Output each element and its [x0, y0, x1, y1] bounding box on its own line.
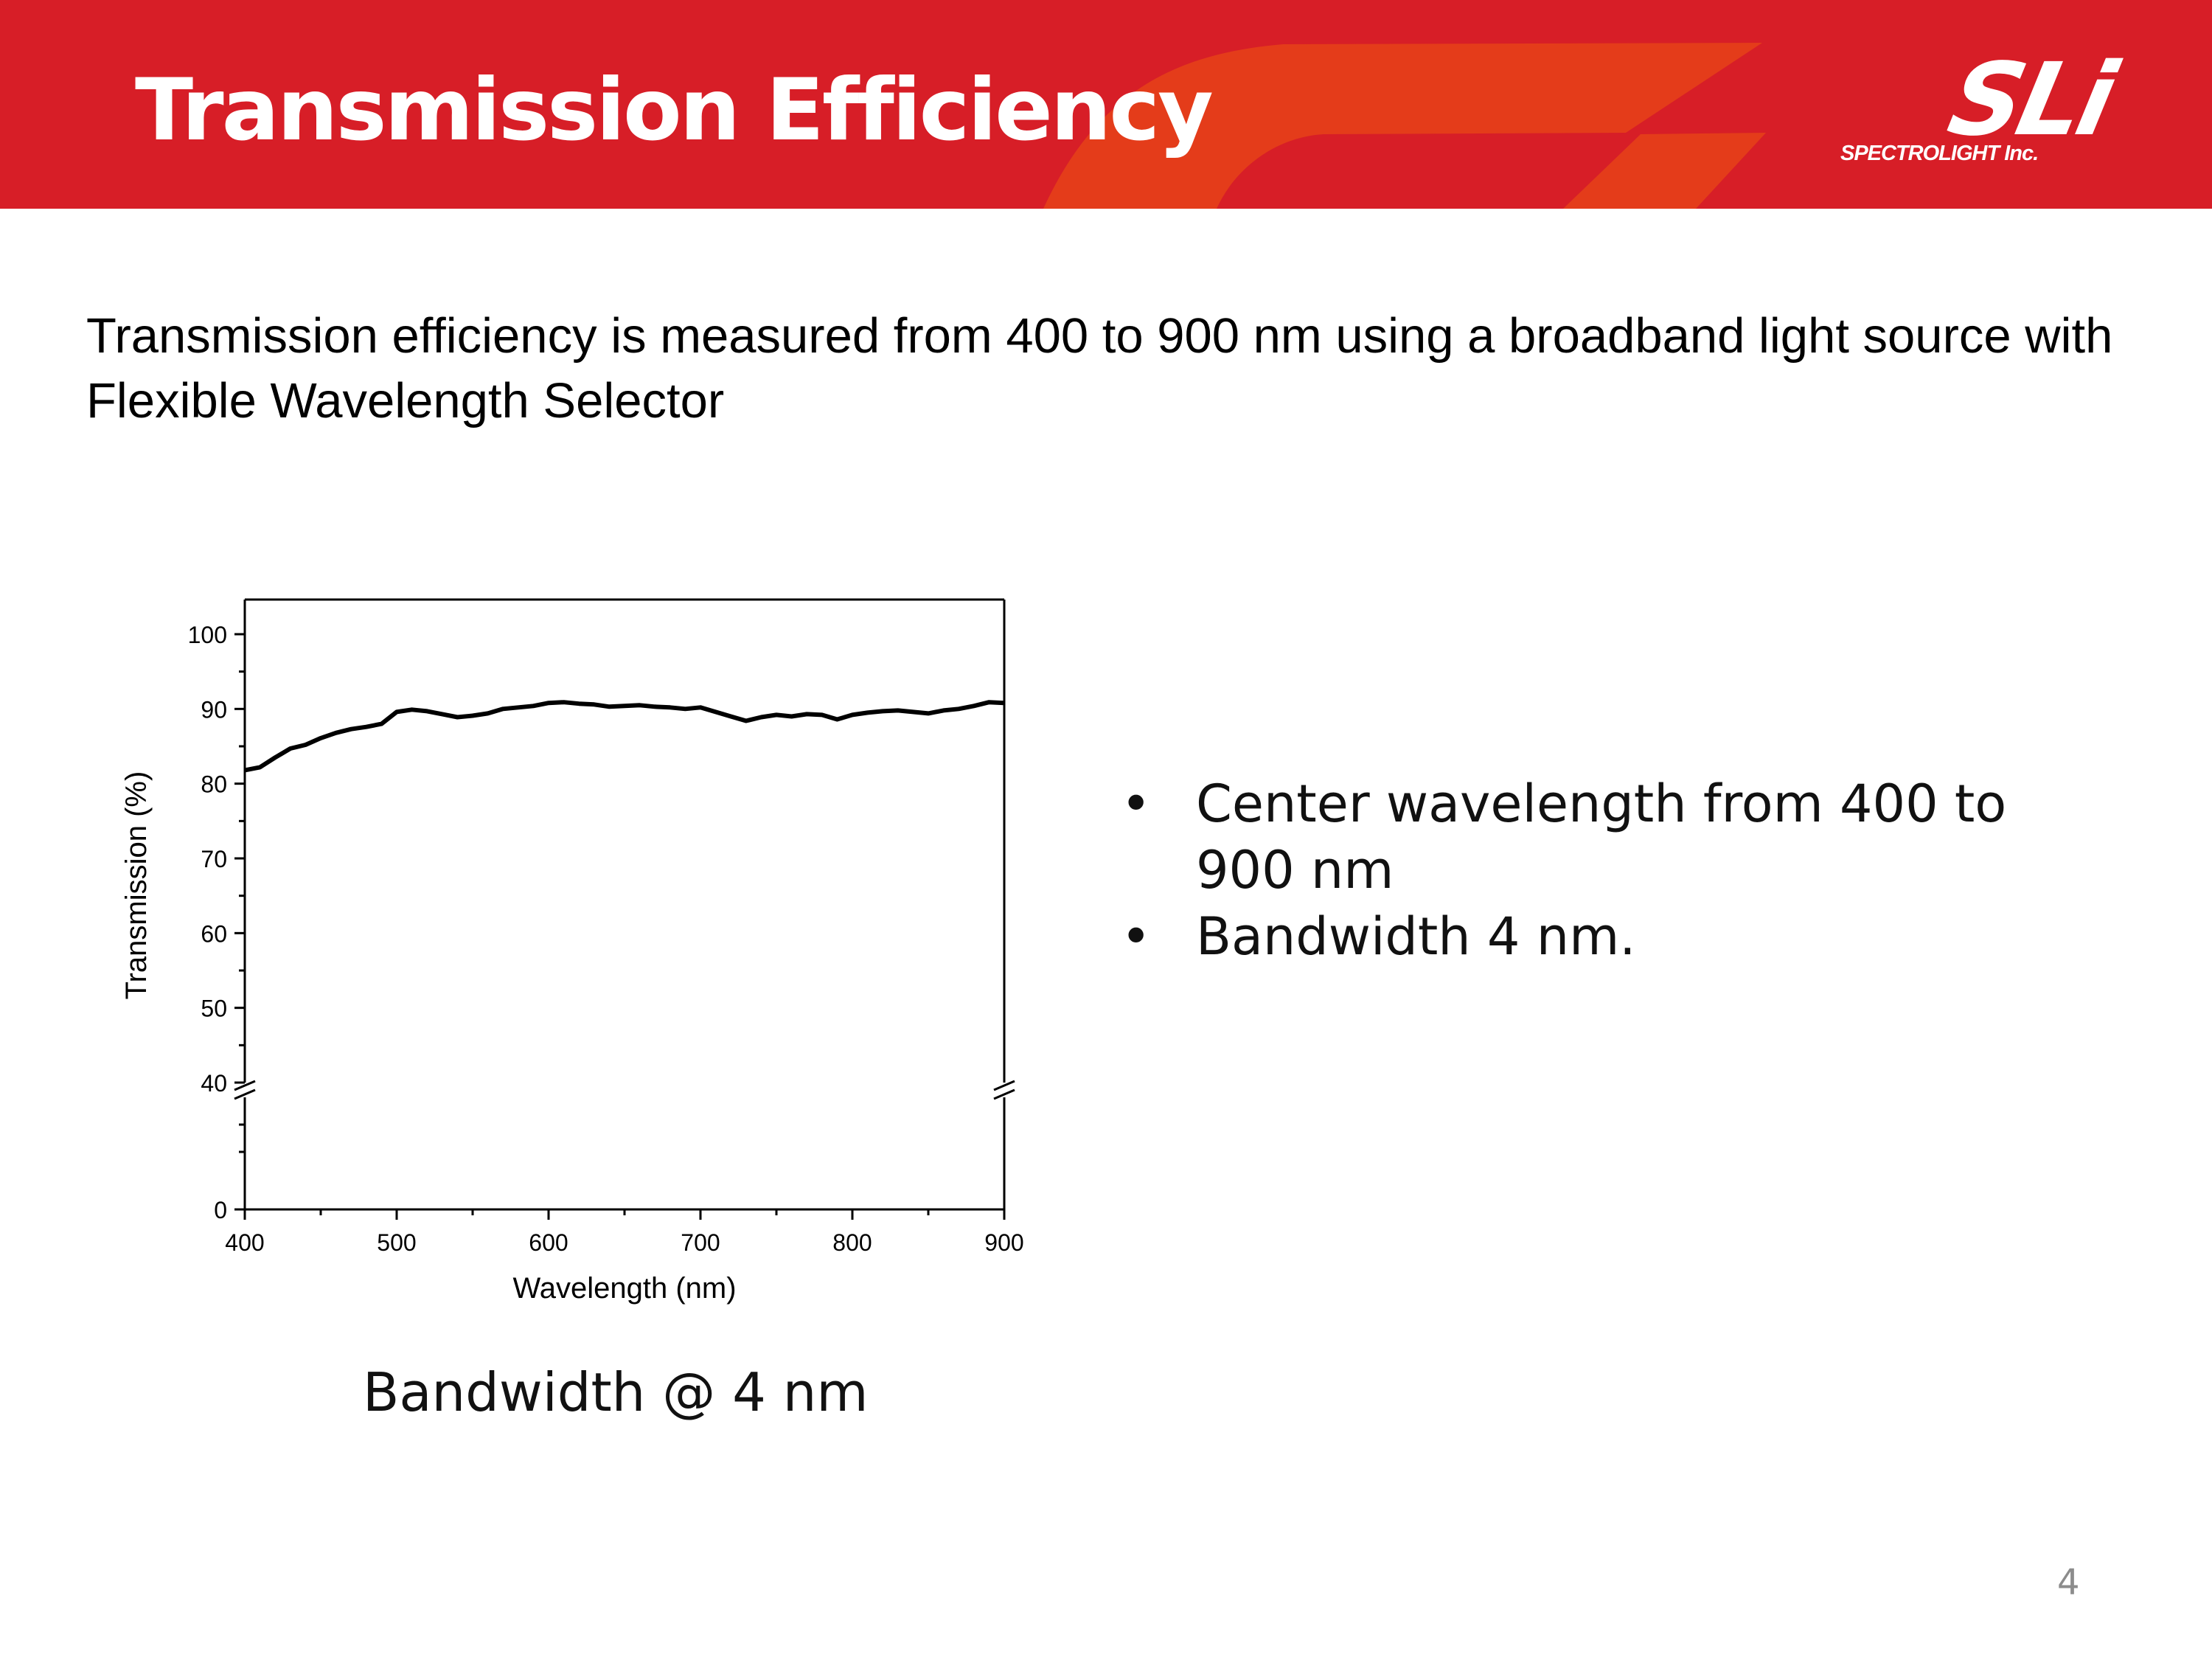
transmission-series-line: [244, 700, 1005, 773]
bullet-dot: •: [1121, 906, 1152, 967]
intro-paragraph: Transmission efficiency is measured from…: [86, 308, 2113, 428]
y-tick-label: 40: [201, 1070, 227, 1097]
slide-title: Transmission Efficiency: [135, 60, 1214, 160]
x-axis-label: Wavelength (nm): [512, 1272, 736, 1305]
chart-caption: Bandwidth @ 4 nm: [363, 1361, 869, 1423]
bullet-text: Bandwidth 4 nm.: [1196, 906, 1636, 967]
y-tick-label: 80: [201, 771, 227, 798]
company-logo: SLi SPECTROLIGHT Inc.: [1836, 42, 2124, 176]
axis-break-mark-right: [993, 1088, 1015, 1100]
x-tick-label: 900: [984, 1229, 1023, 1256]
x-tick-label: 700: [681, 1229, 720, 1256]
bullet-dot: •: [1121, 774, 1152, 834]
page-number: 4: [2057, 1562, 2080, 1603]
swoosh-shape: [1043, 43, 1762, 209]
x-tick-label: 500: [377, 1229, 416, 1256]
x-tick-label: 800: [832, 1229, 872, 1256]
header-swoosh-graphic: [1043, 43, 1766, 209]
bullet-text: Center wavelength from 400 to 900 nm: [1196, 774, 2007, 900]
bullet-item: • Center wavelength from 400 to 900 nm: [1121, 771, 2079, 903]
y-tick-label: 100: [188, 622, 227, 648]
y-tick-label: 0: [214, 1197, 227, 1223]
swoosh-tail: [1563, 133, 1766, 209]
axis-break-mark-left: [234, 1080, 256, 1091]
axis-break-mark-right: [993, 1080, 1015, 1091]
y-tick-label: 50: [201, 996, 227, 1022]
x-tick-label: 400: [225, 1229, 264, 1256]
transmission-chart: 400 500 600 700 800 900 40 50 60 70 80 90 100 0 Wavele…: [120, 598, 1024, 1305]
axis-break-mark-left: [234, 1088, 256, 1100]
y-tick-label: 70: [201, 846, 227, 872]
bullet-item: • Bandwidth 4 nm.: [1121, 903, 2079, 970]
y-tick-label: 90: [201, 696, 227, 723]
header-band: Transmission Efficiency SLi SPECTROLIGHT…: [0, 0, 2212, 209]
logo-subtext: SPECTROLIGHT Inc.: [1840, 142, 2039, 165]
bullet-list: • Center wavelength from 400 to 900 nm • B…: [1121, 771, 2079, 970]
x-tick-label: 600: [529, 1229, 568, 1256]
y-tick-label: 60: [201, 920, 227, 947]
y-axis-label: Transmission (%): [120, 771, 153, 1000]
